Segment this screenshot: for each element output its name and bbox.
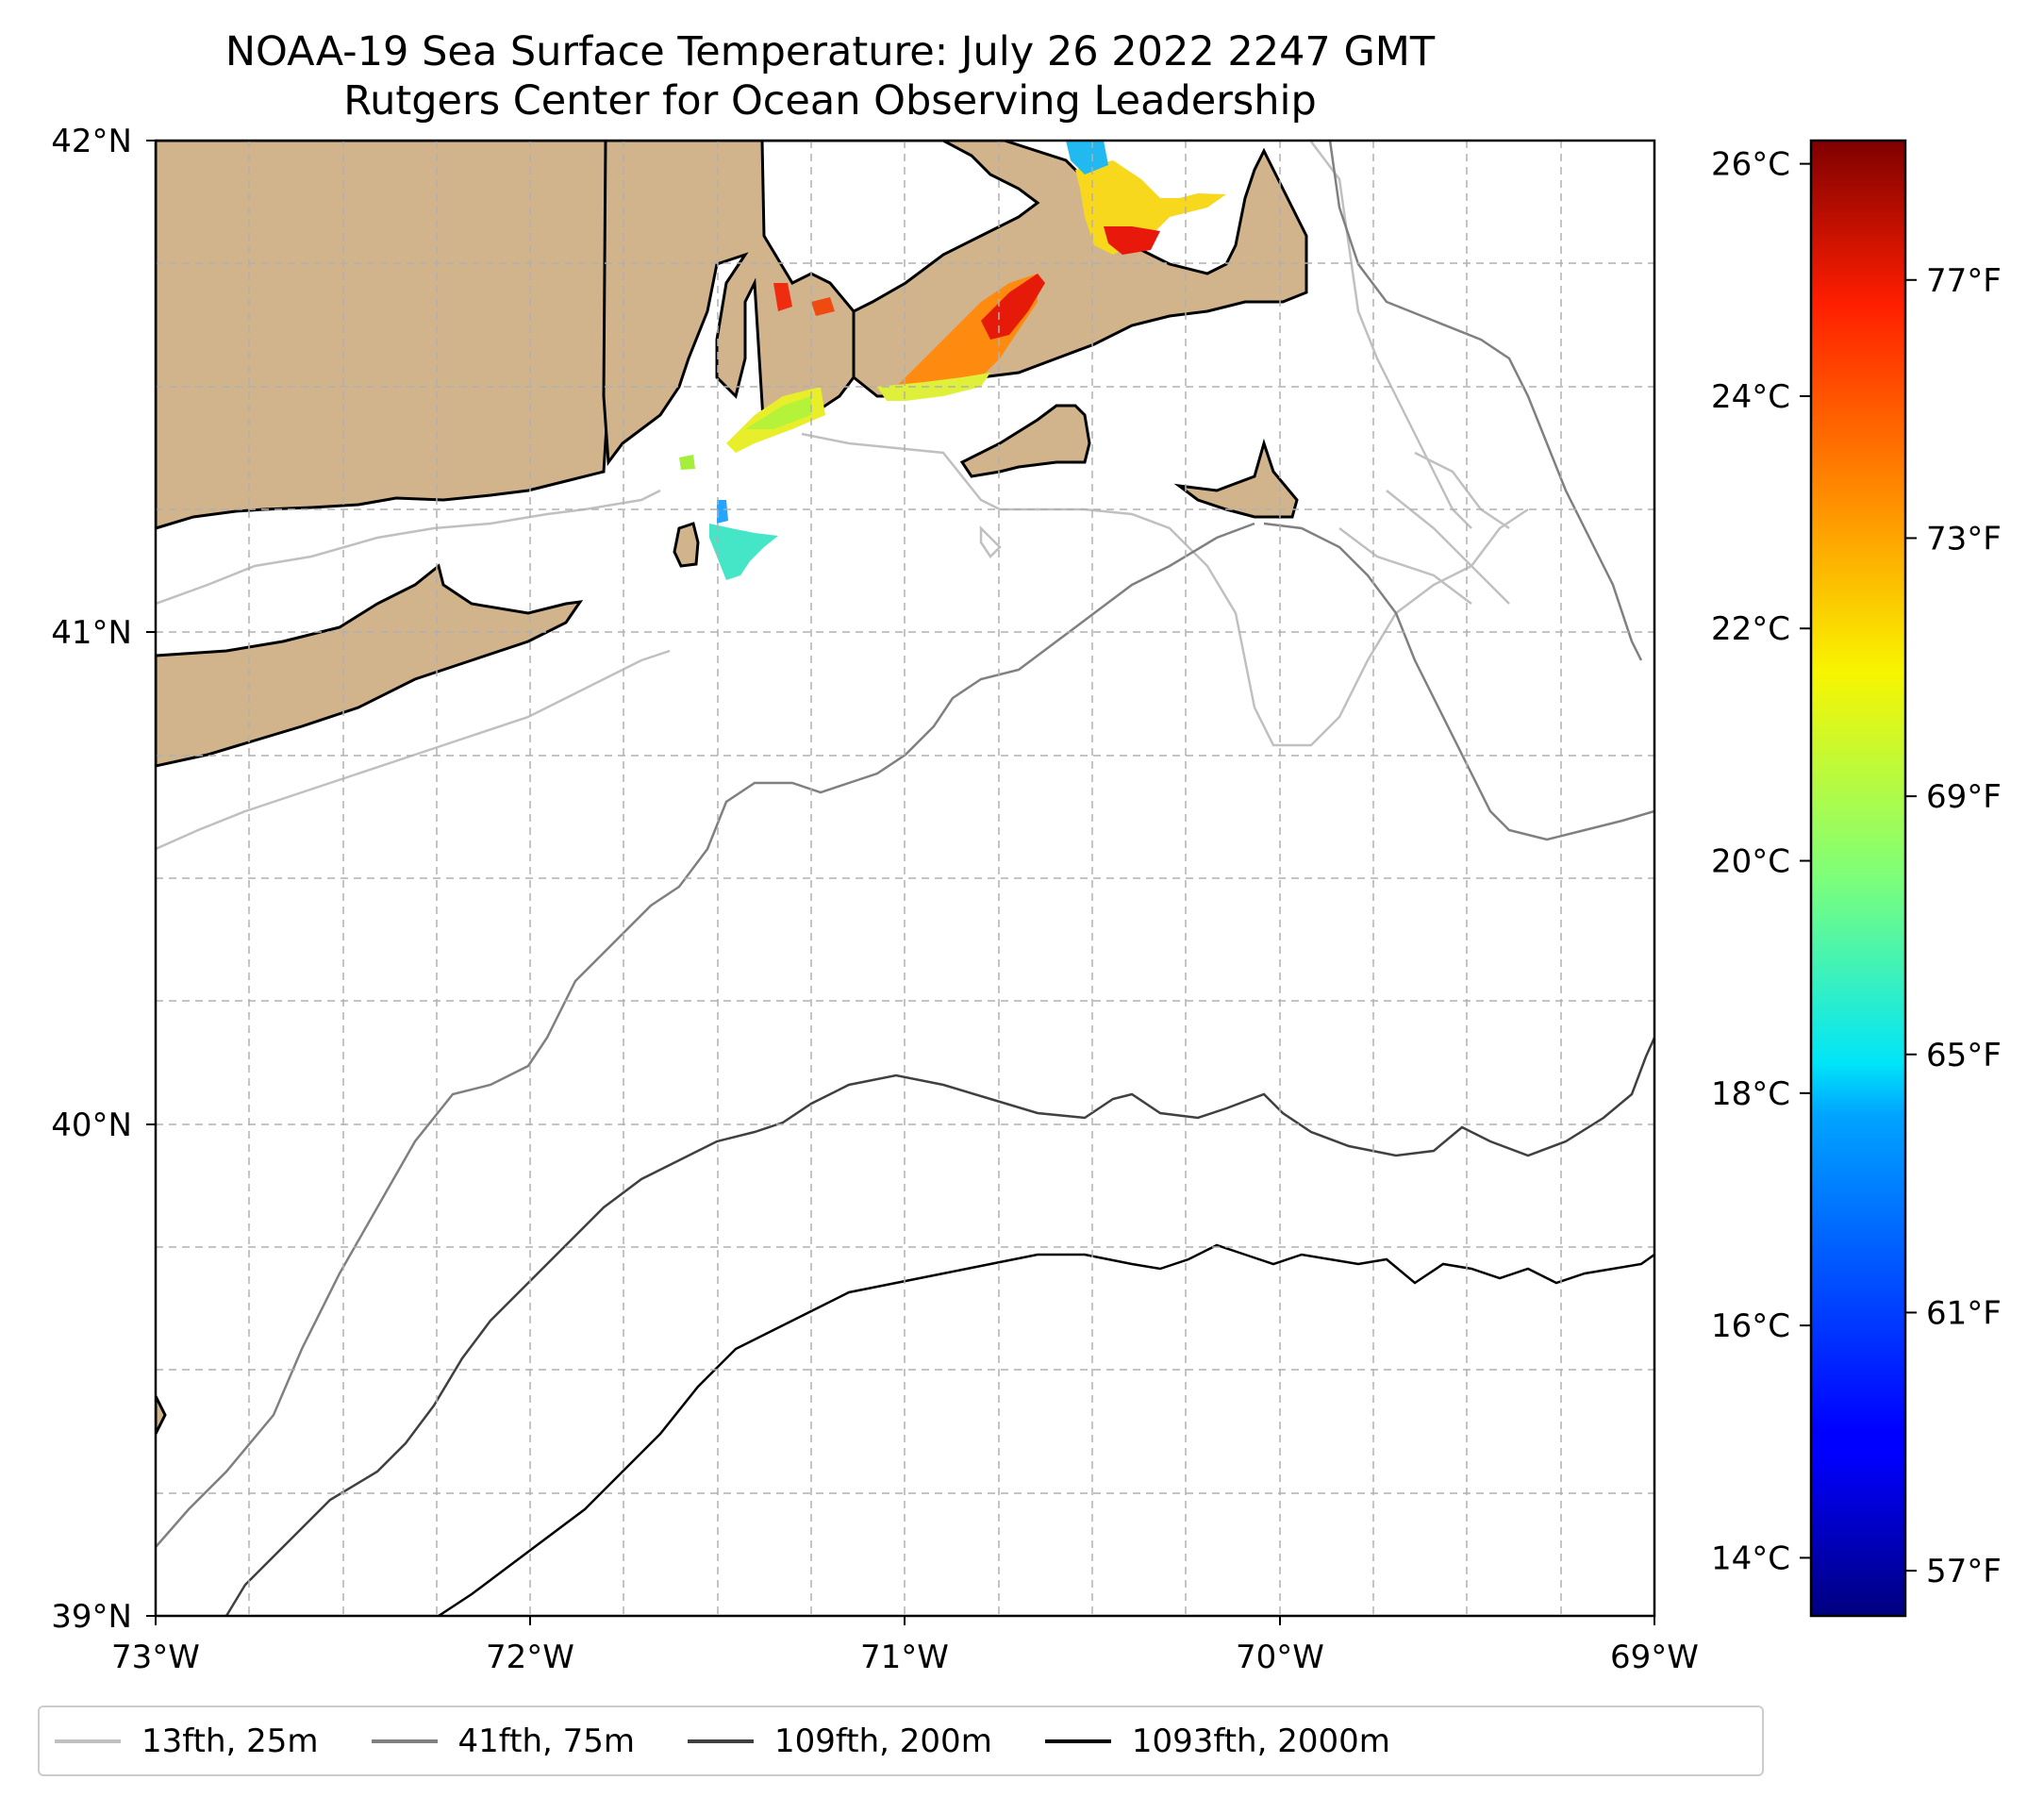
long-island-land <box>156 563 584 768</box>
sst-patch-narragansett-red <box>773 283 792 311</box>
legend-item-25m: 13fth, 25m <box>55 1722 319 1760</box>
colorbar-celsius-tick-label: 14°C <box>1711 1539 1790 1577</box>
colorbar-fahrenheit-tick-label: 69°F <box>1926 778 2002 816</box>
isobath-legend: 13fth, 25m 41fth, 75m 109fth, 200m 1093f… <box>38 1705 1764 1776</box>
sst-patch-sound-yellow <box>877 373 990 401</box>
nova-scotia-edge-land <box>156 1395 167 1435</box>
legend-swatch-200m <box>688 1739 755 1743</box>
axis-ticks <box>146 140 1655 1625</box>
colorbar-fahrenheit-tick-label: 77°F <box>1926 262 2002 300</box>
legend-label-2000m: 1093fth, 2000m <box>1131 1722 1390 1760</box>
legend-item-2000m: 1093fth, 2000m <box>1044 1722 1390 1760</box>
colorbar-fahrenheit-tick-label: 57°F <box>1926 1553 2002 1590</box>
colorbar-fahrenheit-ticks: 77°F 73°F 69°F 65°F 61°F 57°F <box>1905 262 2002 1590</box>
colorbar-celsius-tick-label: 26°C <box>1711 146 1790 184</box>
nantucket-land <box>1173 438 1299 519</box>
colorbar-celsius-tick-label: 24°C <box>1711 378 1790 416</box>
block-island-land <box>673 522 700 568</box>
colorbar-celsius-tick-label: 18°C <box>1711 1075 1790 1113</box>
y-tick-39n: 39°N <box>51 1598 132 1636</box>
rhode-island-land <box>602 141 856 467</box>
legend-swatch-75m <box>371 1739 438 1743</box>
y-tick-41n: 41°N <box>51 614 132 652</box>
x-tick-70w: 70°W <box>1236 1639 1324 1676</box>
isobath-75m <box>156 141 1654 1548</box>
legend-swatch-2000m <box>1044 1739 1111 1743</box>
x-tick-72w: 72°W <box>486 1639 574 1676</box>
colorbar-celsius-ticks: 26°C 24°C 22°C 20°C 18°C 16°C 14°C <box>1711 146 1811 1577</box>
chart-title-line2: Rutgers Center for Ocean Observing Leade… <box>343 77 1317 125</box>
isobath-200m <box>224 1037 1654 1616</box>
y-tick-42n: 42°N <box>51 123 132 160</box>
sst-patch-buzzards-bay-hot <box>981 274 1045 340</box>
isobath-2000m <box>438 1243 1654 1616</box>
sst-patch-mouth-blue <box>717 500 728 524</box>
isobath-25m <box>156 141 1529 851</box>
chart-title-line1: NOAA-19 Sea Surface Temperature: July 26… <box>224 28 1436 75</box>
sst-patch-narragansett-green <box>745 396 811 429</box>
x-tick-71w: 71°W <box>860 1639 949 1676</box>
colorbar-celsius-tick-label: 16°C <box>1711 1307 1790 1345</box>
sst-patch-small-green <box>679 455 695 470</box>
sst-patch-cape-cod-bay-red <box>1104 226 1160 255</box>
map-content <box>156 141 1654 1616</box>
x-tick-69w: 69°W <box>1610 1639 1699 1676</box>
legend-label-75m: 41fth, 75m <box>457 1722 636 1760</box>
y-tick-40n: 40°N <box>51 1106 132 1144</box>
gridlines <box>156 141 1654 1616</box>
legend-item-75m: 41fth, 75m <box>371 1722 636 1760</box>
legend-label-25m: 13fth, 25m <box>141 1722 319 1760</box>
x-tick-73w: 73°W <box>111 1639 200 1676</box>
sst-patch-providence-red <box>811 297 835 316</box>
colorbar-fahrenheit-tick-label: 73°F <box>1926 520 2002 557</box>
sst-patch-mouth-cyan <box>709 524 778 580</box>
legend-swatch-25m <box>55 1739 121 1743</box>
sst-patch-cape-cod-bay-blue <box>1066 141 1108 175</box>
colorbar-fahrenheit-tick-label: 61°F <box>1926 1294 2002 1332</box>
legend-item-200m: 109fth, 200m <box>688 1722 992 1760</box>
colorbar-celsius-tick-label: 20°C <box>1711 843 1790 881</box>
colorbar-fahrenheit-tick-label: 65°F <box>1926 1037 2002 1074</box>
martha-vineyard-land <box>959 404 1091 478</box>
legend-label-200m: 109fth, 200m <box>774 1722 992 1760</box>
colorbar-celsius-tick-label: 22°C <box>1711 610 1790 648</box>
colorbar <box>1809 139 1907 1618</box>
connecticut-land <box>156 141 610 530</box>
